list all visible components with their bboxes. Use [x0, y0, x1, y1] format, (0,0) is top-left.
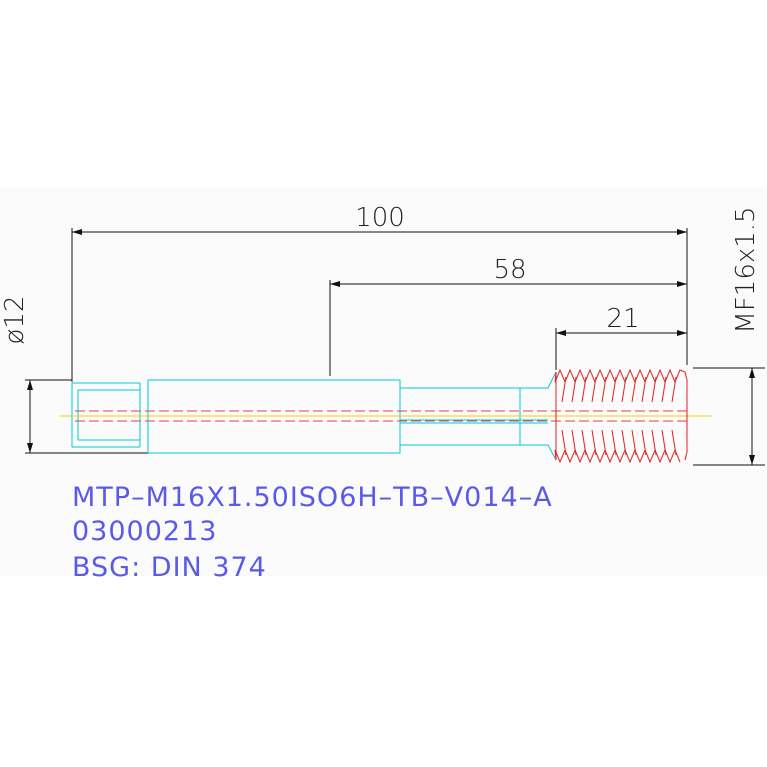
- thread-profile: [581, 376, 587, 456]
- thread-profile: [571, 376, 577, 456]
- dimension-text: 21: [606, 304, 639, 334]
- sheet: [0, 188, 767, 576]
- dimension-text: 58: [493, 255, 526, 285]
- part-label: MTP–M16X1.50ISO6H–TB–V014–A: [72, 482, 553, 513]
- thread-profile: [601, 376, 607, 456]
- tool-outline: [60, 371, 712, 461]
- thread-profile: [631, 376, 637, 456]
- thread-profile: [671, 376, 677, 456]
- part-label: BSG: DIN 374: [72, 552, 267, 583]
- dimension-text: 100: [355, 203, 405, 233]
- thread-profile: [651, 376, 657, 456]
- dimension-lines: [25, 228, 765, 466]
- thread: [554, 368, 688, 464]
- dimension-text: MF16x1.5: [731, 206, 761, 333]
- thread-profile: [661, 376, 667, 456]
- thread-profile: [561, 376, 567, 456]
- thread-profile: [621, 376, 627, 456]
- part-label: 03000213: [72, 516, 217, 547]
- dimension-text: ø12: [0, 296, 30, 345]
- thread-profile: [641, 376, 647, 456]
- thread-profile: [591, 376, 597, 456]
- thread-profile: [611, 376, 617, 456]
